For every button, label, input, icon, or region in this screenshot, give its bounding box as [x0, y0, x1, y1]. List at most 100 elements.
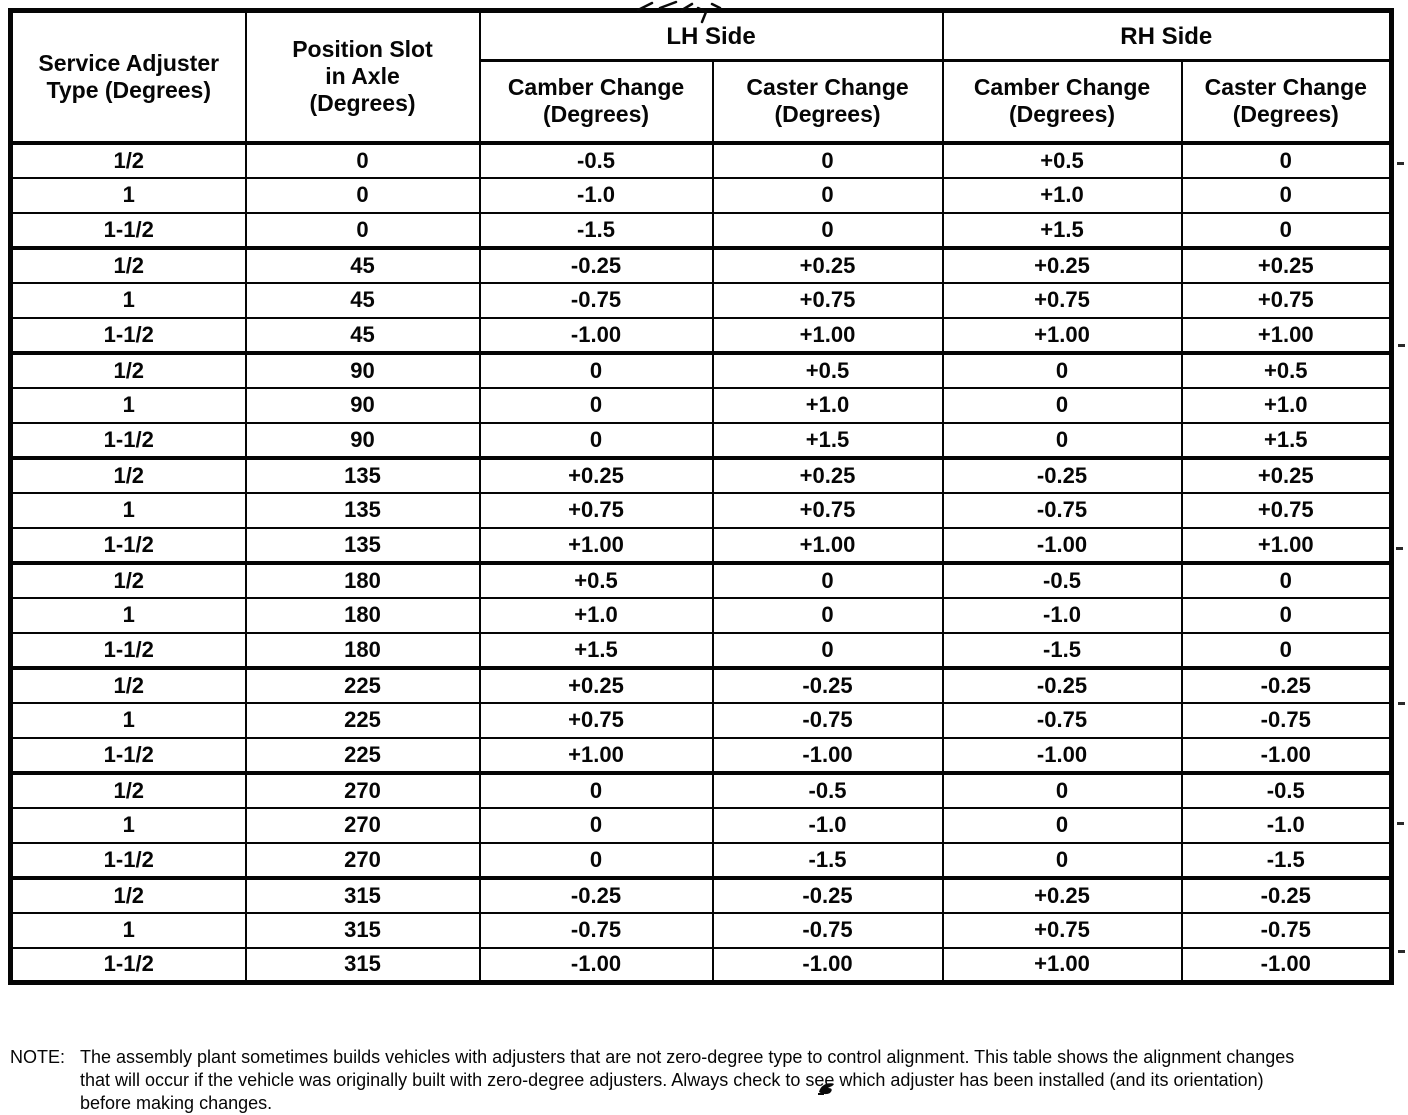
table-cell: 45 — [244, 281, 481, 319]
table-cell: 0 — [941, 771, 1183, 809]
table-cell: 1 — [9, 806, 247, 844]
header-lh-side: LH Side — [478, 9, 944, 62]
table-cell: -0.75 — [1180, 701, 1393, 739]
table-cell: +0.75 — [1180, 491, 1393, 529]
table-row: 1 180 +1.0 0 -1.0 0 — [9, 596, 1393, 634]
table-row: 1/2 225 +0.25 -0.25 -0.25 -0.25 — [9, 666, 1393, 704]
table-cell: 0 — [478, 421, 714, 460]
table-row: 1-1/2 0 -1.5 0 +1.5 0 — [9, 211, 1393, 250]
table-cell: -1.0 — [478, 176, 714, 214]
header-service-adjuster-type-label: Service Adjuster Type (Degrees) — [38, 49, 220, 103]
table-cell: +1.5 — [711, 421, 944, 460]
table-cell: 0 — [941, 841, 1183, 880]
scan-edge-tick — [1398, 344, 1405, 347]
table-cell: 1-1/2 — [9, 526, 247, 565]
table-cell: -0.25 — [941, 456, 1183, 494]
table-row: 1 225 +0.75 -0.75 -0.75 -0.75 — [9, 701, 1393, 739]
table-cell: +0.75 — [711, 491, 944, 529]
header-position-slot: Position Slot in Axle (Degrees) — [244, 9, 481, 145]
table-cell: 1-1/2 — [9, 631, 247, 670]
table-cell: 1-1/2 — [9, 211, 247, 250]
table-cell: -0.25 — [711, 666, 944, 704]
table-cell: 135 — [244, 491, 481, 529]
scan-edge-tick — [1397, 822, 1404, 825]
table-row: 1 0 -1.0 0 +1.0 0 — [9, 176, 1393, 214]
table-cell: +1.5 — [1180, 421, 1393, 460]
table-cell: 1 — [9, 911, 247, 949]
table-cell: +1.00 — [1180, 526, 1393, 565]
table-cell: 1/2 — [9, 771, 247, 809]
table-cell: 0 — [1180, 176, 1393, 214]
table-cell: +0.5 — [478, 561, 714, 599]
table-cell: +0.25 — [478, 456, 714, 494]
table-cell: 1-1/2 — [9, 736, 247, 775]
table-cell: 180 — [244, 631, 481, 670]
table-cell: +0.5 — [711, 351, 944, 389]
header-rh-side: RH Side — [941, 9, 1393, 62]
table-row: 1 315 -0.75 -0.75 +0.75 -0.75 — [9, 911, 1393, 949]
header-lh-side-label: LH Side — [666, 22, 756, 50]
table-cell: -0.75 — [478, 911, 714, 949]
table-cell: 0 — [478, 771, 714, 809]
table-cell: 1/2 — [9, 876, 247, 914]
table-cell: +1.0 — [941, 176, 1183, 214]
table-cell: +0.25 — [478, 666, 714, 704]
table-cell: +0.25 — [1180, 456, 1393, 494]
header-service-adjuster-type: Service Adjuster Type (Degrees) — [9, 9, 247, 145]
table-row: 1-1/2 270 0 -1.5 0 -1.5 — [9, 841, 1393, 880]
table-cell: +0.75 — [478, 701, 714, 739]
table-body: 1/2 0 -0.5 0 +0.5 0 1 0 -1.0 0 +1.0 0 1-1/2 0 -1.5 0 +1.… — [9, 141, 1393, 985]
table-row: 1/2 180 +0.5 0 -0.5 0 — [9, 561, 1393, 599]
table-cell: +1.00 — [1180, 316, 1393, 355]
header-position-slot-label: Position Slot in Axle (Degrees) — [292, 36, 433, 117]
table-cell: -0.5 — [711, 771, 944, 809]
table-cell: +0.25 — [711, 456, 944, 494]
table-cell: -0.5 — [1180, 771, 1393, 809]
table-row: 1 45 -0.75 +0.75 +0.75 +0.75 — [9, 281, 1393, 319]
table-cell: 0 — [711, 176, 944, 214]
table-cell: 315 — [244, 911, 481, 949]
table-cell: +0.75 — [478, 491, 714, 529]
table-cell: 270 — [244, 841, 481, 880]
table-cell: -0.25 — [478, 876, 714, 914]
scan-edge-tick — [1398, 702, 1405, 705]
table-row: 1/2 135 +0.25 +0.25 -0.25 +0.25 — [9, 456, 1393, 494]
table-cell: +1.00 — [941, 316, 1183, 355]
table-cell: -1.5 — [711, 841, 944, 880]
table-cell: -0.75 — [478, 281, 714, 319]
scan-edge-tick — [1396, 547, 1403, 550]
table-row: 1/2 315 -0.25 -0.25 +0.25 -0.25 — [9, 876, 1393, 914]
table-row: 1/2 90 0 +0.5 0 +0.5 — [9, 351, 1393, 389]
table-cell: 1 — [9, 281, 247, 319]
table-cell: -1.5 — [1180, 841, 1393, 880]
table-cell: 0 — [478, 386, 714, 424]
table-cell: 1 — [9, 176, 247, 214]
table-cell: +0.25 — [1180, 246, 1393, 284]
table-cell: 1 — [9, 701, 247, 739]
table-cell: -1.0 — [711, 806, 944, 844]
table-cell: +0.75 — [941, 281, 1183, 319]
table-cell: 1 — [9, 491, 247, 529]
table-cell: 1 — [9, 596, 247, 634]
table-cell: 45 — [244, 316, 481, 355]
header-lh-caster-change: Caster Change (Degrees) — [711, 59, 944, 145]
table-cell: 225 — [244, 666, 481, 704]
table-cell: -1.00 — [478, 946, 714, 985]
table-cell: +1.0 — [1180, 386, 1393, 424]
table-cell: 1-1/2 — [9, 421, 247, 460]
table-cell: 1-1/2 — [9, 946, 247, 985]
table-cell: 0 — [941, 351, 1183, 389]
footnote-line-1: The assembly plant sometimes builds vehi… — [80, 1047, 1295, 1067]
table-cell: -1.0 — [1180, 806, 1393, 844]
table-cell: -0.25 — [711, 876, 944, 914]
table-cell: 135 — [244, 456, 481, 494]
table-row: 1-1/2 45 -1.00 +1.00 +1.00 +1.00 — [9, 316, 1393, 355]
table-cell: 315 — [244, 946, 481, 985]
table-cell: 90 — [244, 386, 481, 424]
table-cell: +0.25 — [941, 876, 1183, 914]
table-cell: +0.5 — [1180, 351, 1393, 389]
table-cell: 0 — [478, 841, 714, 880]
table-cell: -0.25 — [1180, 876, 1393, 914]
table-row: 1 135 +0.75 +0.75 -0.75 +0.75 — [9, 491, 1393, 529]
table-cell: 0 — [244, 141, 481, 179]
